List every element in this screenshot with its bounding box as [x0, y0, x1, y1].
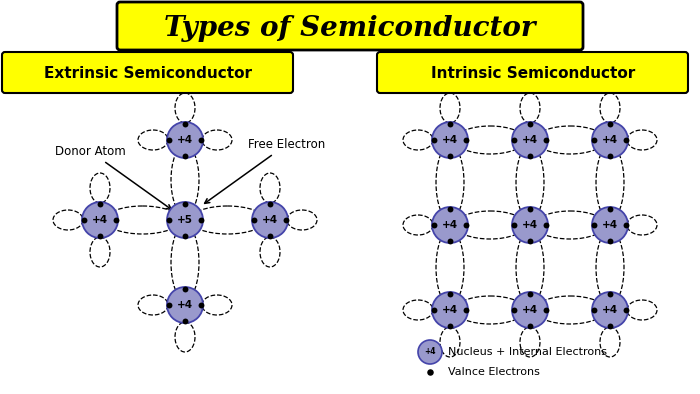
Point [540, 137, 552, 143]
Circle shape [592, 292, 628, 328]
Text: +4: +4 [92, 215, 108, 225]
Point [508, 307, 519, 313]
Point [604, 121, 615, 127]
Circle shape [82, 202, 118, 238]
Point [444, 153, 456, 159]
Point [179, 153, 190, 159]
Circle shape [167, 202, 203, 238]
Text: +4: +4 [262, 215, 278, 225]
Circle shape [167, 122, 203, 158]
Text: +4: +4 [177, 135, 193, 145]
Text: +4: +4 [424, 348, 435, 357]
Point [444, 238, 456, 244]
FancyBboxPatch shape [377, 52, 688, 93]
Point [444, 121, 456, 127]
Point [524, 206, 536, 212]
Point [589, 307, 600, 313]
Point [111, 217, 122, 223]
Point [179, 121, 190, 127]
Text: Nucleus + Internal Electrons: Nucleus + Internal Electrons [448, 347, 607, 357]
Point [620, 137, 631, 143]
Text: +4: +4 [522, 220, 538, 230]
Point [428, 307, 440, 313]
Point [428, 222, 440, 228]
Point [540, 307, 552, 313]
Point [265, 233, 276, 239]
Point [461, 137, 472, 143]
Circle shape [432, 122, 468, 158]
Text: Extrinsic Semiconductor: Extrinsic Semiconductor [44, 65, 252, 80]
Point [179, 286, 190, 292]
Text: Donor Atom: Donor Atom [55, 145, 172, 209]
Text: +4: +4 [442, 305, 458, 315]
Point [604, 153, 615, 159]
Text: +4: +4 [602, 305, 618, 315]
Point [248, 217, 260, 223]
Circle shape [432, 292, 468, 328]
Point [163, 302, 174, 308]
Point [604, 291, 615, 297]
Point [604, 238, 615, 244]
Point [620, 307, 631, 313]
Point [540, 222, 552, 228]
Point [461, 307, 472, 313]
Point [179, 201, 190, 207]
Point [524, 323, 536, 329]
Text: +4: +4 [522, 305, 538, 315]
Point [281, 217, 292, 223]
Point [589, 137, 600, 143]
Text: +4: +4 [442, 135, 458, 145]
Point [424, 369, 435, 375]
Circle shape [252, 202, 288, 238]
Point [461, 222, 472, 228]
Circle shape [592, 207, 628, 243]
Circle shape [167, 287, 203, 323]
Point [524, 153, 536, 159]
Circle shape [432, 207, 468, 243]
Point [589, 222, 600, 228]
Point [604, 206, 615, 212]
Text: Valnce Electrons: Valnce Electrons [448, 367, 540, 377]
Text: Intrinsic Semiconductor: Intrinsic Semiconductor [431, 65, 635, 80]
Text: +5: +5 [177, 215, 193, 225]
Point [444, 291, 456, 297]
Text: +4: +4 [522, 135, 538, 145]
Point [524, 121, 536, 127]
Circle shape [512, 207, 548, 243]
Point [94, 201, 106, 207]
Circle shape [418, 340, 442, 364]
Point [195, 302, 206, 308]
Point [620, 222, 631, 228]
Point [428, 137, 440, 143]
Point [163, 217, 174, 223]
Point [524, 291, 536, 297]
Text: +4: +4 [602, 220, 618, 230]
Circle shape [512, 292, 548, 328]
Point [94, 233, 106, 239]
Text: Free Electron: Free Electron [204, 138, 326, 203]
Point [163, 137, 174, 143]
Point [444, 323, 456, 329]
Point [508, 222, 519, 228]
Point [444, 206, 456, 212]
FancyBboxPatch shape [2, 52, 293, 93]
Text: Types of Semiconductor: Types of Semiconductor [164, 15, 536, 41]
Point [265, 201, 276, 207]
Point [524, 238, 536, 244]
Circle shape [592, 122, 628, 158]
Point [508, 137, 519, 143]
FancyBboxPatch shape [117, 2, 583, 50]
Point [195, 217, 206, 223]
Text: +4: +4 [442, 220, 458, 230]
Point [195, 137, 206, 143]
Point [179, 318, 190, 324]
Point [78, 217, 90, 223]
Text: +4: +4 [602, 135, 618, 145]
Circle shape [512, 122, 548, 158]
Point [179, 233, 190, 239]
Point [604, 323, 615, 329]
Text: +4: +4 [177, 300, 193, 310]
